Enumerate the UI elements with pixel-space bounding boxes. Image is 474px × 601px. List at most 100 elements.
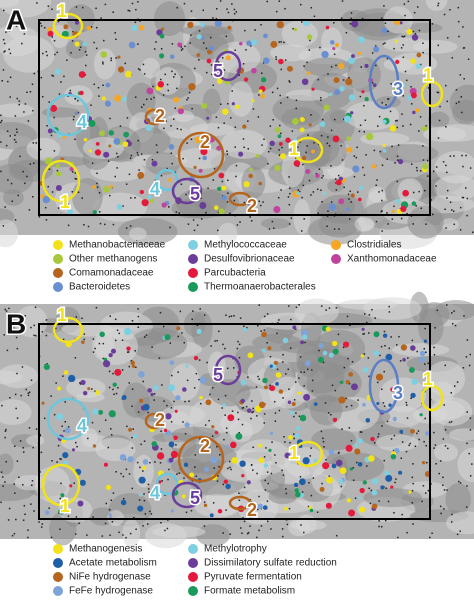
speck	[462, 196, 465, 199]
legend-swatch	[188, 254, 198, 264]
speck	[281, 528, 284, 530]
speck	[315, 172, 318, 175]
speck	[258, 495, 260, 498]
speck	[0, 501, 2, 504]
speck	[467, 58, 470, 61]
speck	[285, 373, 287, 375]
cell-dot	[74, 41, 80, 47]
speck	[145, 334, 148, 336]
speck	[422, 51, 424, 54]
cell-dot	[391, 209, 395, 213]
speck	[18, 103, 20, 106]
cell-dot	[193, 190, 199, 196]
cell-dot	[108, 513, 112, 517]
speck	[334, 178, 337, 180]
speck	[223, 122, 225, 124]
cell-dot	[201, 103, 208, 109]
texture	[294, 298, 339, 326]
speck	[342, 79, 345, 81]
speck	[249, 498, 251, 501]
cell-dot	[258, 401, 266, 409]
speck	[343, 186, 345, 189]
speck	[225, 509, 227, 511]
speck	[216, 339, 218, 342]
cell-dot	[116, 203, 123, 210]
speck	[320, 97, 322, 99]
speck	[131, 436, 133, 439]
speck	[74, 172, 77, 174]
cell-dot	[77, 500, 84, 507]
speck	[35, 428, 38, 430]
speck	[471, 463, 473, 465]
cell-dot	[170, 450, 179, 458]
speck	[108, 386, 111, 389]
speck	[306, 145, 308, 147]
speck	[460, 96, 463, 98]
speck	[288, 176, 290, 178]
cell-dot	[368, 455, 375, 462]
speck	[163, 127, 165, 130]
speck	[423, 440, 425, 443]
cell-dot	[214, 430, 219, 435]
legend-label: Parcubacteria	[204, 268, 266, 279]
cell-dot	[331, 463, 337, 469]
speck	[100, 17, 102, 19]
speck	[400, 397, 403, 399]
texture	[379, 144, 439, 163]
speck	[138, 499, 141, 501]
cell-dot	[373, 350, 379, 356]
cell-dot	[193, 165, 197, 169]
speck	[438, 472, 440, 475]
speck	[285, 492, 288, 495]
speck	[390, 336, 392, 338]
speck	[426, 159, 429, 162]
speck	[51, 460, 53, 462]
speck	[13, 138, 16, 141]
speck	[102, 84, 104, 87]
speck	[170, 125, 172, 127]
speck	[136, 461, 139, 464]
cell-dot	[322, 192, 327, 196]
speck	[215, 17, 218, 20]
cell-dot	[133, 434, 138, 439]
speck	[288, 305, 290, 307]
cell-dot	[328, 92, 333, 97]
speck	[183, 477, 185, 479]
speck	[391, 218, 394, 220]
cell-dot	[139, 189, 144, 195]
speck	[466, 442, 468, 445]
speck	[469, 417, 472, 419]
cell-dot	[248, 173, 253, 179]
speck	[217, 61, 220, 63]
speck	[446, 37, 449, 39]
speck	[423, 347, 426, 350]
cell-dot	[164, 334, 171, 341]
cell-dot	[340, 380, 344, 384]
cell-dot	[364, 97, 369, 102]
speck	[44, 206, 47, 209]
speck	[431, 23, 434, 25]
cell-dot	[142, 403, 150, 411]
speck	[28, 427, 31, 429]
cell-dot	[390, 485, 394, 489]
speck	[55, 382, 57, 384]
speck	[250, 417, 252, 420]
speck	[345, 406, 348, 408]
cell-dot	[395, 59, 400, 64]
speck	[299, 141, 301, 143]
speck	[327, 136, 329, 138]
speck	[45, 319, 48, 321]
speck	[227, 102, 229, 105]
cell-dot	[346, 498, 352, 503]
cell-dot	[372, 478, 379, 485]
speck	[33, 324, 35, 327]
cell-dot	[273, 205, 281, 214]
cell-dot	[122, 141, 129, 147]
cell-dot	[88, 149, 92, 153]
cell-dot	[119, 454, 127, 461]
cell-dot	[55, 164, 61, 169]
speck	[60, 81, 62, 83]
texture	[154, 1, 186, 36]
region-outline	[144, 108, 164, 126]
speck	[416, 350, 418, 353]
